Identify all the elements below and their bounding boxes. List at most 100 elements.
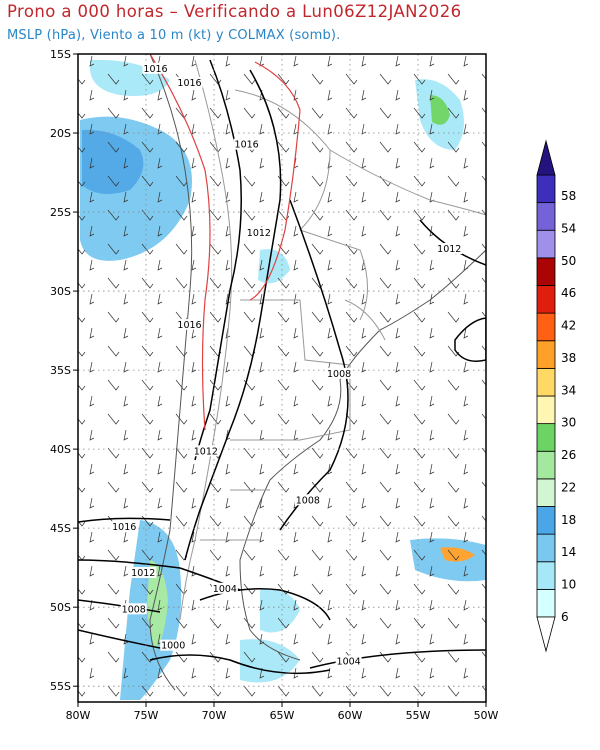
- isobar-label: 1016: [112, 522, 136, 533]
- colorbar-segment: [536, 478, 556, 507]
- lon-tick-label: 80W: [66, 709, 91, 722]
- colorbar-label: 10: [561, 578, 576, 592]
- lat-tick-label: 25S: [50, 206, 71, 219]
- isobar-closed-low-east: [454, 317, 486, 362]
- colorbar-segment: [536, 257, 556, 286]
- lon-tick-label: 65W: [270, 709, 295, 722]
- colorbar-label: 42: [561, 319, 576, 333]
- colorbar-label: 58: [561, 189, 576, 203]
- isobar-label: 1016: [177, 320, 201, 331]
- colorbar-segment: [536, 588, 556, 618]
- isobar-label: 1016: [235, 140, 259, 151]
- colorbar-segment: [536, 312, 556, 342]
- lat-tick-label: 30S: [50, 285, 71, 298]
- colorbar-segment: [536, 285, 556, 314]
- isobar-label-background: [176, 318, 203, 330]
- colorbar-label: 26: [561, 448, 576, 462]
- isobar-red-east: [249, 61, 301, 301]
- isobar-label: 1012: [247, 228, 271, 239]
- isobars-layer: [78, 59, 486, 675]
- colorbar-label: 34: [561, 383, 576, 397]
- colorbar-label: 38: [561, 351, 576, 365]
- colorbar-label: 14: [561, 545, 576, 559]
- axis-ticks: 80W 75W 70W 65W 60W 55W 50W 15S 20S 25S 30S 35S 40S 4…: [50, 48, 499, 722]
- isobar-label-background: [160, 639, 187, 651]
- colorbar: 6 10 14 18 22 26 30 34 38 42 46 50 54 58: [536, 139, 576, 653]
- isobar-label-background: [294, 494, 321, 506]
- lat-tick-label: 55S: [50, 680, 71, 693]
- colorbar-label: 6: [561, 610, 569, 624]
- isobar-label-background: [142, 62, 169, 74]
- map-area: 1016 1016 1016 1012 1012 1016 1008 1012 1008 1016…: [78, 54, 486, 702]
- uruguay-border: [344, 299, 386, 341]
- colorbar-segment: [536, 506, 556, 535]
- isobar-label: 1016: [143, 64, 167, 75]
- lon-tick-label: 60W: [338, 709, 363, 722]
- isobar-label-background: [335, 655, 362, 667]
- isobars-red-layer: [149, 54, 301, 431]
- colorbar-segment: [536, 174, 556, 204]
- isobar-label: 1008: [122, 604, 146, 615]
- isobar-1004-southwest: [78, 629, 171, 651]
- isobar-1012-southwest: [78, 559, 241, 591]
- lat-tick-label: 35S: [50, 364, 71, 377]
- colorbar-segment: [536, 423, 556, 452]
- isobar-label-background: [233, 138, 260, 150]
- lat-tick-label: 50S: [50, 601, 71, 614]
- isobar-1008: [279, 199, 349, 531]
- isobar-label-background: [120, 603, 147, 615]
- lon-tick-label: 70W: [202, 709, 227, 722]
- colorbar-segment: [536, 561, 556, 590]
- isobar-1004-south: [309, 649, 486, 669]
- pacific-coastline: [149, 54, 193, 691]
- lon-tick-label: 75W: [134, 709, 159, 722]
- map-title: Prono a 000 horas – Verificando a Lun06Z…: [7, 2, 462, 21]
- colorbar-label: 30: [561, 416, 576, 430]
- paraguay-border: [299, 229, 368, 321]
- isobar-label-background: [130, 566, 157, 578]
- isobar-label-background: [192, 445, 219, 457]
- isobar-label-background: [176, 77, 203, 89]
- isobar-label: 1004: [337, 656, 361, 667]
- lat-tick-label: 40S: [50, 443, 71, 456]
- bolivia-border: [234, 89, 331, 231]
- isobar-label-background: [211, 582, 238, 594]
- lat-tick-label: 15S: [50, 48, 71, 61]
- isobar-label: 1016: [177, 78, 201, 89]
- isobar-label: 1008: [327, 369, 351, 380]
- isobar-red-west: [149, 54, 211, 431]
- isobar-1012: [184, 69, 282, 561]
- colorbar-segment: [536, 229, 556, 259]
- coastline-layer: [149, 54, 486, 691]
- isobar-label-background: [245, 227, 272, 239]
- atlantic-coastline: [239, 249, 486, 661]
- colorbar-segment: [536, 533, 556, 563]
- colorbar-segment: [536, 202, 556, 231]
- colorbar-segment: [536, 450, 556, 480]
- borders-layer: [179, 59, 486, 621]
- lat-tick-label: 45S: [50, 522, 71, 535]
- brazil-border: [329, 149, 486, 216]
- colorbar-low-arrow: [536, 616, 556, 653]
- isobar-1008-southwest: [78, 599, 161, 613]
- colorbar-label: 22: [561, 480, 576, 494]
- colorbar-segment: [536, 367, 556, 397]
- lon-tick-label: 55W: [406, 709, 431, 722]
- colorbar-segment: [536, 395, 556, 425]
- colorbar-label: 18: [561, 513, 576, 527]
- colorbar-high-arrow: [536, 139, 556, 176]
- colorbar-segment: [536, 340, 556, 369]
- lat-tick-label: 20S: [50, 127, 71, 140]
- colorbar-label: 54: [561, 221, 576, 235]
- colorbar-label: 46: [561, 286, 576, 300]
- isobar-label: 1004: [213, 584, 237, 595]
- isobar-label-background: [436, 242, 463, 254]
- andes-border: [179, 59, 233, 621]
- isobar-1016-southwest: [78, 517, 171, 523]
- isobar-labels: 1016 1016 1016 1012 1012 1016 1008 1012 1008 1016…: [111, 62, 463, 667]
- isobar-1016-north: [194, 59, 242, 461]
- isobar-label-background: [326, 367, 353, 379]
- isobar-label: 1012: [131, 568, 155, 579]
- colorbar-label: 50: [561, 254, 576, 268]
